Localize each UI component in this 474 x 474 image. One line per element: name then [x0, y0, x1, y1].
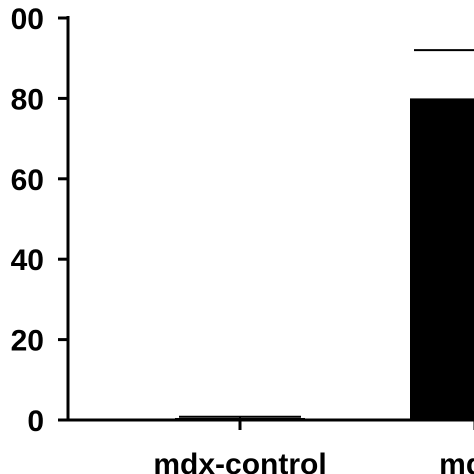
- y-tick-label: 0: [27, 405, 44, 438]
- bar-mdx-control: [175, 417, 305, 420]
- y-tick-label: 40: [11, 244, 44, 277]
- bar-mdx-: [410, 98, 474, 421]
- category-label: mdx-control: [153, 448, 326, 474]
- y-tick-label: 20: [11, 325, 44, 358]
- error-bars: [179, 49, 474, 418]
- y-axis: 0 20 40 60 80 00: [11, 3, 70, 438]
- category-label: mdx-: [439, 448, 474, 474]
- y-tick-label: 80: [11, 83, 44, 116]
- x-axis: [66, 418, 474, 430]
- bars: [175, 98, 474, 421]
- y-tick-label: 00: [11, 3, 44, 36]
- y-tick-label: 60: [11, 164, 44, 197]
- category-labels: mdx-control mdx-: [153, 448, 474, 474]
